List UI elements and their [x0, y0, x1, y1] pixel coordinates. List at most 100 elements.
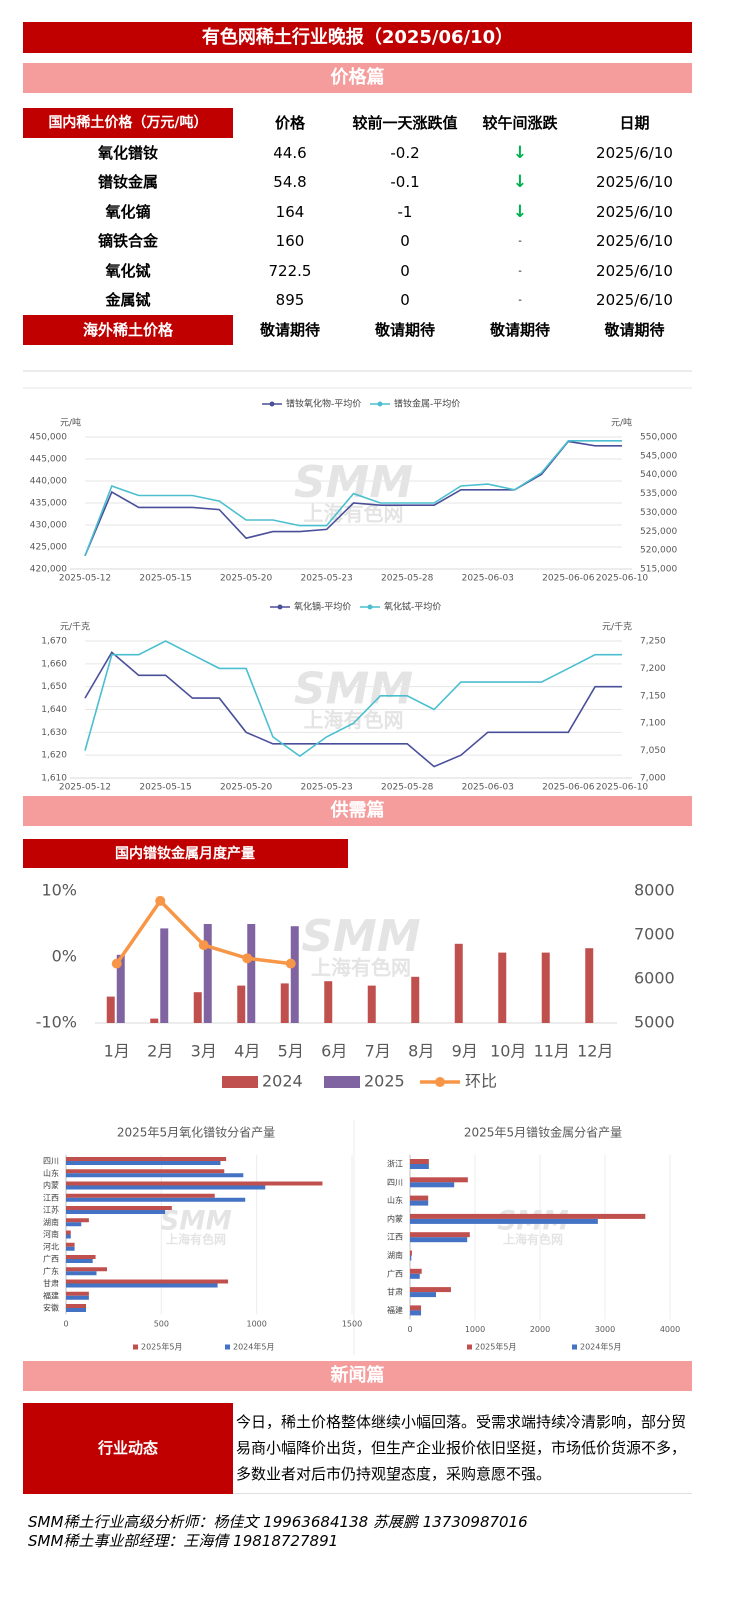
x-tick-label: 6月	[321, 1042, 347, 1061]
legend-label: 环比	[465, 1072, 497, 1091]
bar	[498, 952, 507, 1023]
y2-tick-label: 7000	[634, 925, 675, 944]
row-label: 镨钕金属	[97, 173, 158, 192]
table-header: 日期	[619, 114, 650, 132]
table-cell: -0.2	[390, 144, 420, 162]
y-tick-label: 四川	[387, 1178, 403, 1187]
section-bar: 供需篇	[23, 796, 692, 826]
watermark: 上海有色网	[503, 1232, 563, 1247]
y2-tick-label: 520,000	[640, 546, 677, 556]
x-tick-label: 2025-05-12	[59, 783, 111, 793]
bar	[66, 1234, 71, 1239]
footer-line: SMM稀土行业高级分析师：杨佳文 19963684138 苏展鹏 1373098…	[28, 1513, 528, 1531]
y2-tick-label: 7,150	[640, 691, 666, 701]
table-cell: 0	[400, 232, 410, 251]
table-cell: ↓	[512, 143, 528, 163]
x-tick-label: 2025-06-10	[596, 574, 649, 584]
bar	[410, 1200, 429, 1206]
y-tick-label: 广西	[387, 1268, 403, 1278]
y-tick-label: 甘肃	[387, 1287, 403, 1297]
x-tick-label: 1000	[465, 1325, 485, 1334]
y-tick-label: 甘肃	[43, 1278, 59, 1288]
bar	[66, 1308, 87, 1312]
legend-label: 2025年5月	[475, 1342, 516, 1352]
legend-label: 2024年5月	[233, 1342, 274, 1352]
y2-tick-label: 535,000	[640, 489, 677, 499]
y2-tick-label: 545,000	[640, 451, 677, 461]
y2-tick-label: 5000	[634, 1013, 675, 1032]
y-tick-label: 1,640	[41, 705, 67, 715]
line-series	[84, 440, 622, 557]
bar	[106, 996, 115, 1023]
bar	[66, 1246, 75, 1251]
table-cell: 44.6	[273, 144, 307, 162]
y-tick-label: 450,000	[30, 433, 67, 443]
y-tick-label: 浙江	[387, 1159, 403, 1169]
x-tick-label: 2025-06-10	[596, 783, 649, 793]
y-tick-label: 河南	[43, 1229, 59, 1239]
bar	[410, 1182, 455, 1188]
line-series	[84, 651, 622, 768]
y-tick-label: 内蒙	[43, 1180, 59, 1190]
watermark: 上海有色网	[166, 1232, 226, 1247]
section-bar: 新闻篇	[23, 1361, 692, 1391]
x-tick-label: 2025-05-28	[381, 783, 434, 793]
bar	[411, 976, 420, 1023]
legend-label: 氧化铽-平均价	[384, 601, 441, 613]
line-point	[285, 958, 296, 969]
y-tick-label: 湖南	[43, 1217, 59, 1227]
news-box	[23, 1403, 692, 1494]
row-label: 海外稀土价格	[23, 315, 233, 345]
bar	[66, 1279, 229, 1284]
y-tick-label: 420,000	[30, 565, 67, 575]
legend-label: 2024	[262, 1072, 303, 1091]
y2-tick-label: 515,000	[640, 565, 677, 575]
x-tick-label: 10月	[490, 1042, 526, 1061]
table-cell: -	[518, 265, 522, 277]
x-tick-label: 0	[407, 1325, 412, 1334]
row-label: 金属铽	[105, 291, 151, 309]
table-header: 较前一天涨跌值	[352, 114, 458, 132]
row-label: 氧化镨钕	[97, 144, 158, 162]
y-tick-label: 1,650	[41, 682, 67, 692]
y-tick-label: 445,000	[30, 455, 67, 465]
bar	[410, 1195, 429, 1201]
bar	[66, 1242, 75, 1247]
bar	[66, 1173, 244, 1178]
x-tick-label: 2025-06-03	[462, 783, 514, 793]
bar	[66, 1185, 266, 1190]
chart-title: 国内镨钕金属月度产量	[115, 845, 255, 862]
bar	[410, 1218, 598, 1224]
bar	[66, 1157, 227, 1161]
bar	[410, 1268, 422, 1274]
bar	[410, 1237, 468, 1243]
table-cell: ↓	[512, 172, 528, 193]
y-tick-label: 435,000	[30, 499, 67, 509]
table-cell: 敬请期待	[604, 321, 665, 339]
bar	[66, 1259, 93, 1263]
bar	[66, 1291, 89, 1296]
bar	[66, 1267, 107, 1272]
x-tick-label: 2025-05-28	[381, 574, 434, 584]
legend-swatch	[467, 1344, 472, 1350]
y2-tick-label: 7,050	[640, 746, 666, 756]
y-tick-label: 1,610	[41, 774, 67, 784]
y2-tick-label: 8000	[634, 881, 675, 900]
watermark: SMM	[160, 1206, 232, 1237]
y2-tick-label: 540,000	[640, 470, 677, 480]
bar	[247, 924, 256, 1023]
x-tick-label: 5月	[278, 1042, 304, 1061]
y-tick-label: 440,000	[30, 477, 67, 487]
bar	[66, 1197, 246, 1202]
bar	[410, 1159, 429, 1164]
y-tick-label: 1,670	[41, 637, 67, 647]
table-cell: 2025/6/10	[596, 202, 673, 221]
x-tick-label: 2025-05-12	[59, 574, 111, 584]
chart-title: 2025年5月镨钕金属分省产量	[464, 1125, 622, 1140]
bar	[290, 926, 299, 1023]
legend-label: 氧化镝-平均价	[294, 601, 351, 613]
y-tick-label: 10%	[41, 881, 77, 900]
x-tick-label: 2000	[530, 1325, 550, 1334]
